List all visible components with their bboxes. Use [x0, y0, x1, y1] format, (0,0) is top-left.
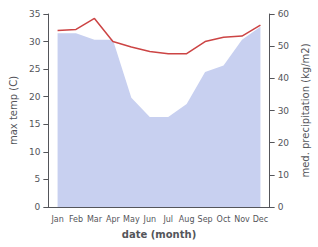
svg-text:Jul: Jul [162, 215, 173, 224]
svg-text:Aug: Aug [179, 215, 195, 224]
svg-text:10: 10 [29, 147, 41, 157]
svg-text:max temp (C): max temp (C) [8, 76, 19, 145]
svg-text:35: 35 [29, 9, 40, 19]
svg-text:60: 60 [278, 9, 290, 19]
svg-text:Nov: Nov [234, 215, 250, 224]
svg-text:Jun: Jun [143, 215, 157, 224]
svg-text:Feb: Feb [69, 215, 83, 224]
svg-text:Dec: Dec [253, 215, 268, 224]
svg-text:40: 40 [278, 73, 290, 83]
svg-text:Mar: Mar [87, 215, 103, 224]
svg-text:0: 0 [278, 202, 284, 212]
svg-text:date (month): date (month) [122, 229, 196, 240]
svg-text:20: 20 [29, 92, 41, 102]
svg-text:May: May [123, 215, 140, 224]
svg-text:Sep: Sep [198, 215, 213, 224]
svg-text:25: 25 [29, 64, 40, 74]
svg-text:Apr: Apr [106, 215, 121, 224]
svg-text:Jan: Jan [50, 215, 63, 224]
svg-text:Oct: Oct [217, 215, 231, 224]
svg-text:15: 15 [29, 119, 40, 129]
svg-text:med. precipitation (kg/m2): med. precipitation (kg/m2) [300, 43, 311, 177]
svg-text:30: 30 [278, 106, 290, 116]
svg-text:30: 30 [29, 37, 41, 47]
svg-text:5: 5 [35, 174, 41, 184]
svg-text:10: 10 [278, 170, 290, 180]
svg-text:20: 20 [278, 138, 290, 148]
svg-text:50: 50 [278, 41, 290, 51]
svg-text:0: 0 [35, 202, 41, 212]
